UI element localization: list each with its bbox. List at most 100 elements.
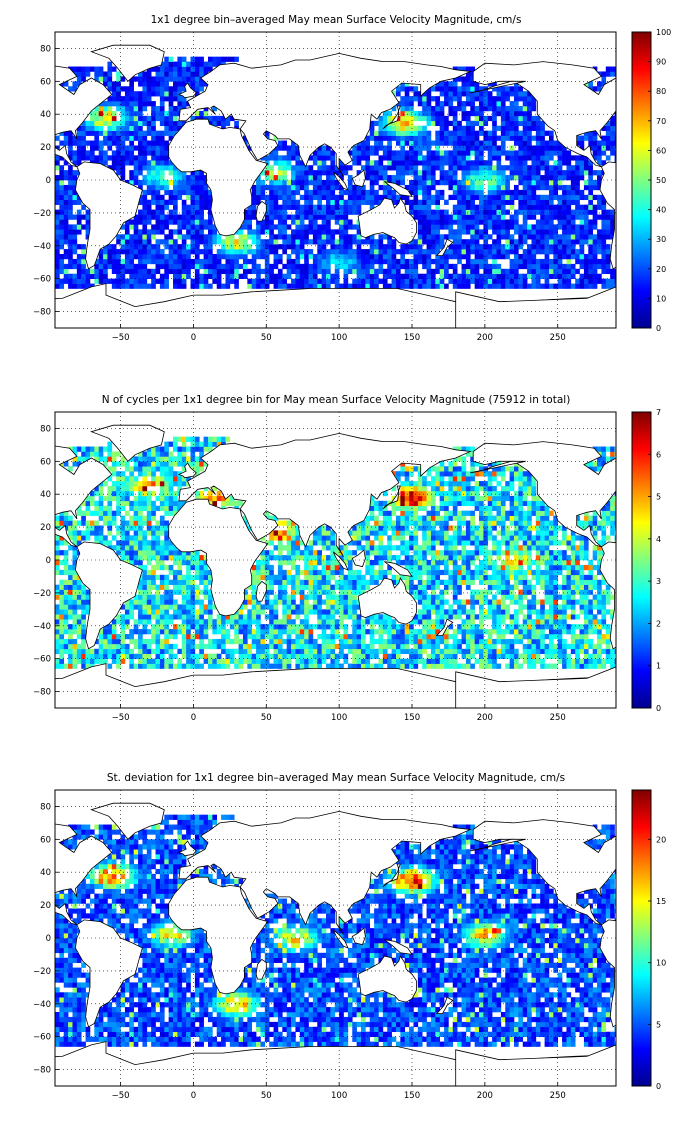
heatmap-cell — [500, 96, 506, 102]
heatmap-cell — [194, 249, 200, 255]
heatmap-cell — [295, 283, 301, 289]
heatmap-cell — [496, 663, 502, 669]
heatmap-cell — [592, 653, 598, 659]
heatmap-cell — [164, 184, 169, 191]
heatmap-cell — [465, 204, 471, 210]
heatmap-cell — [260, 653, 266, 659]
heatmap-cell — [553, 249, 559, 255]
heatmap-cell — [422, 619, 427, 625]
heatmap-cell — [120, 614, 126, 620]
heatmap-cell — [597, 653, 602, 659]
heatmap-cell — [299, 194, 305, 201]
heatmap-cell — [308, 273, 314, 279]
heatmap-cell — [282, 170, 287, 176]
heatmap-cell — [522, 165, 528, 171]
heatmap-cell — [177, 214, 183, 220]
heatmap-cell — [291, 624, 296, 630]
heatmap-cell — [544, 244, 550, 250]
heatmap-cell — [155, 160, 161, 166]
heatmap-cell — [409, 658, 414, 664]
heatmap-cell — [395, 658, 401, 664]
heatmap-cell — [553, 180, 559, 186]
heatmap-cell — [457, 120, 462, 127]
heatmap-cell — [461, 244, 467, 250]
heatmap-cell — [317, 653, 322, 659]
heatmap-cell — [435, 619, 440, 625]
heatmap-cell — [457, 239, 462, 245]
heatmap-cell — [553, 165, 559, 171]
heatmap-cell — [247, 648, 253, 655]
heatmap-cell — [430, 209, 436, 215]
heatmap-cell — [369, 268, 375, 275]
heatmap-cell — [588, 239, 593, 245]
heatmap-cell — [527, 170, 532, 176]
colorbar-tick-label: 20 — [656, 265, 666, 274]
heatmap-cell — [203, 175, 209, 181]
heatmap-cell — [151, 629, 156, 635]
heatmap-cell — [59, 189, 65, 196]
heatmap-cell — [159, 71, 165, 77]
heatmap-cell — [548, 614, 554, 620]
heatmap-cell — [199, 86, 204, 92]
heatmap-cell — [452, 165, 458, 171]
heatmap-cell — [295, 273, 301, 279]
heatmap-cell — [422, 110, 427, 117]
heatmap-cell — [439, 165, 445, 171]
heatmap-cell — [177, 268, 183, 275]
heatmap-cell — [216, 614, 222, 620]
heatmap-cell — [465, 239, 471, 245]
heatmap-cell — [85, 66, 91, 72]
heatmap-cell — [190, 604, 196, 610]
heatmap-cell — [85, 278, 91, 284]
heatmap-cell — [483, 239, 489, 245]
heatmap-cell — [312, 160, 318, 166]
colorbar-tick-label: 100 — [656, 28, 671, 37]
heatmap-cell — [579, 258, 585, 265]
heatmap-cell — [540, 244, 545, 250]
heatmap-cell — [208, 643, 213, 650]
heatmap-cell — [273, 214, 279, 220]
heatmap-cell — [461, 130, 467, 136]
heatmap-cell — [321, 224, 327, 230]
heatmap-cell — [286, 194, 292, 201]
heatmap-cell — [330, 214, 336, 220]
heatmap-cell — [177, 258, 183, 265]
heatmap-cell — [321, 145, 327, 151]
heatmap-cell — [168, 619, 174, 625]
heatmap-cell — [286, 180, 292, 186]
heatmap-cell — [391, 244, 397, 250]
heatmap-cell — [426, 273, 432, 279]
heatmap-cell — [597, 155, 602, 161]
heatmap-cell — [500, 184, 506, 191]
heatmap-cell — [487, 648, 493, 655]
heatmap-cell — [186, 209, 191, 215]
heatmap-cell — [601, 638, 607, 645]
heatmap-cell — [417, 130, 423, 136]
heatmap-cell — [483, 101, 489, 107]
heatmap-cell — [352, 160, 357, 166]
heatmap-cell — [138, 165, 143, 171]
heatmap-cell — [413, 96, 419, 102]
heatmap-cell — [470, 244, 475, 250]
heatmap-cell — [570, 180, 576, 186]
heatmap-cell — [544, 643, 550, 650]
heatmap-cell — [601, 125, 607, 131]
heatmap-cell — [413, 165, 419, 171]
heatmap-cell — [514, 619, 519, 625]
heatmap-cell — [452, 249, 458, 255]
heatmap-cell — [76, 634, 82, 640]
heatmap-cell — [190, 634, 196, 640]
heatmap-cell — [417, 110, 423, 117]
heatmap-cell — [369, 150, 375, 156]
heatmap-cell — [400, 140, 406, 146]
heatmap-cell — [159, 175, 165, 181]
heatmap-cell — [474, 214, 480, 220]
heatmap-cell — [273, 604, 279, 610]
heatmap-cell — [164, 643, 169, 650]
heatmap-cell — [159, 258, 165, 265]
heatmap-cell — [295, 224, 301, 230]
heatmap-cell — [76, 160, 82, 166]
heatmap-cell — [138, 110, 143, 117]
heatmap-cell — [548, 653, 554, 659]
heatmap-cell — [575, 663, 580, 669]
